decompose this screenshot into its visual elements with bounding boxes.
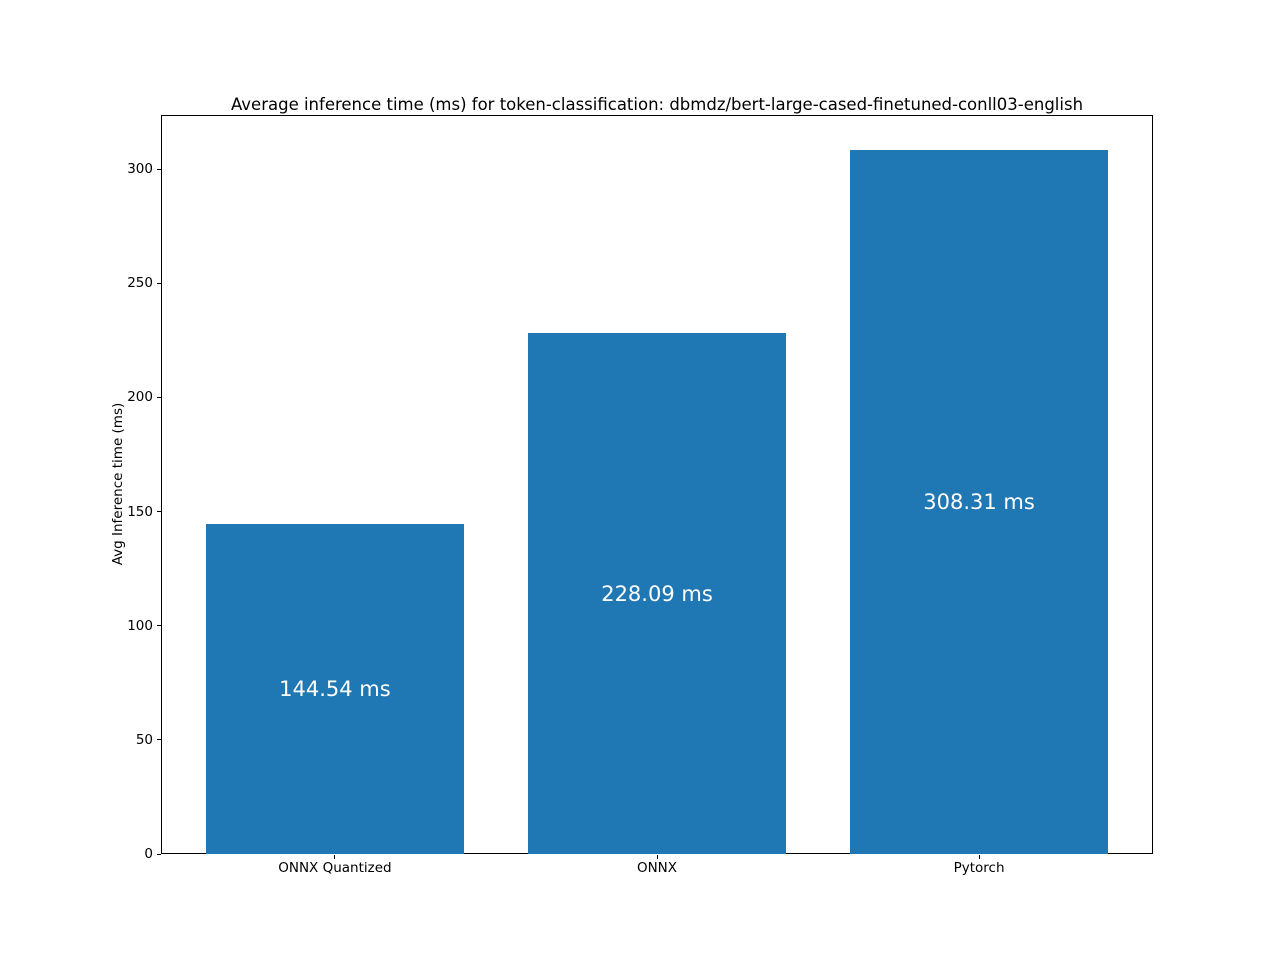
y-tick-mark [157, 168, 161, 170]
x-tick-mark [334, 855, 336, 859]
x-tick-mark [978, 855, 980, 859]
x-tick-label: ONNX [636, 860, 678, 876]
y-tick-mark [157, 853, 161, 855]
y-tick-label: 50 [135, 731, 153, 748]
y-tick-label: 100 [127, 617, 153, 634]
bar-value-label: 228.09 ms [601, 581, 713, 606]
x-tick-label: ONNX Quantized [278, 860, 392, 876]
bar-value-label: 144.54 ms [279, 677, 391, 701]
chart-title: Average inference time (ms) for token-cl… [230, 95, 1084, 114]
y-tick-mark [157, 739, 161, 741]
y-tick-label: 300 [127, 161, 153, 178]
bar-pytorch: 308.31 ms [850, 150, 1108, 854]
y-tick-label: 200 [127, 389, 153, 406]
y-tick-label: 0 [144, 846, 153, 862]
y-tick-label: 150 [127, 503, 153, 520]
y-tick-mark [157, 511, 161, 513]
y-tick-mark [157, 396, 161, 398]
y-axis-label: Avg Inference time (ms) [110, 402, 126, 566]
bar-value-label: 308.31 ms [923, 490, 1035, 515]
y-tick-label: 250 [127, 275, 153, 292]
bar-onnx-quantized: 144.54 ms [206, 524, 464, 854]
y-tick-mark [157, 282, 161, 284]
x-tick-mark [656, 855, 658, 859]
y-tick-mark [157, 625, 161, 627]
x-tick-label: Pytorch [953, 860, 1005, 876]
bar-onnx: 228.09 ms [528, 333, 786, 854]
